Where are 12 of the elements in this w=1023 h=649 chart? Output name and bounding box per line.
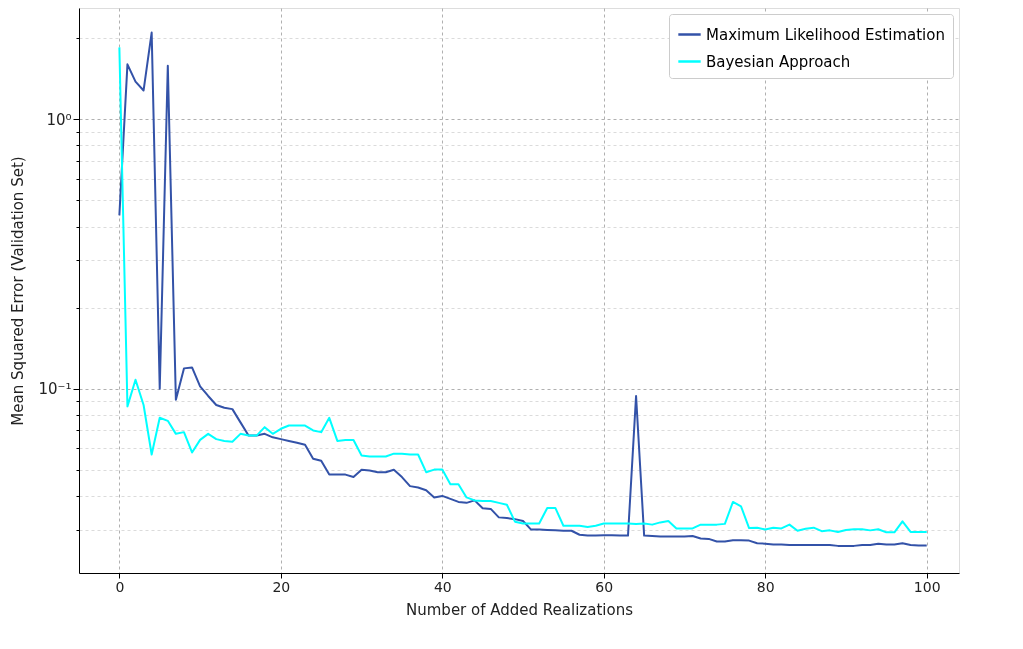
y-tick-label: 10⁰ xyxy=(46,110,72,129)
x-axis-title: Number of Added Realizations xyxy=(406,600,634,619)
x-tick-label: 100 xyxy=(913,578,941,595)
y-tick-label: 10⁻¹ xyxy=(38,380,72,399)
x-tick-label: 80 xyxy=(756,578,775,595)
x-tick-label: 60 xyxy=(595,578,614,595)
legend-label: Maximum Likelihood Estimation xyxy=(706,25,945,44)
legend-label: Bayesian Approach xyxy=(706,52,851,71)
y-axis-title: Mean Squared Error (Validation Set) xyxy=(9,156,28,426)
x-tick-label: 20 xyxy=(272,578,291,595)
x-tick-label: 0 xyxy=(115,578,125,595)
x-tick-label: 40 xyxy=(433,578,452,595)
